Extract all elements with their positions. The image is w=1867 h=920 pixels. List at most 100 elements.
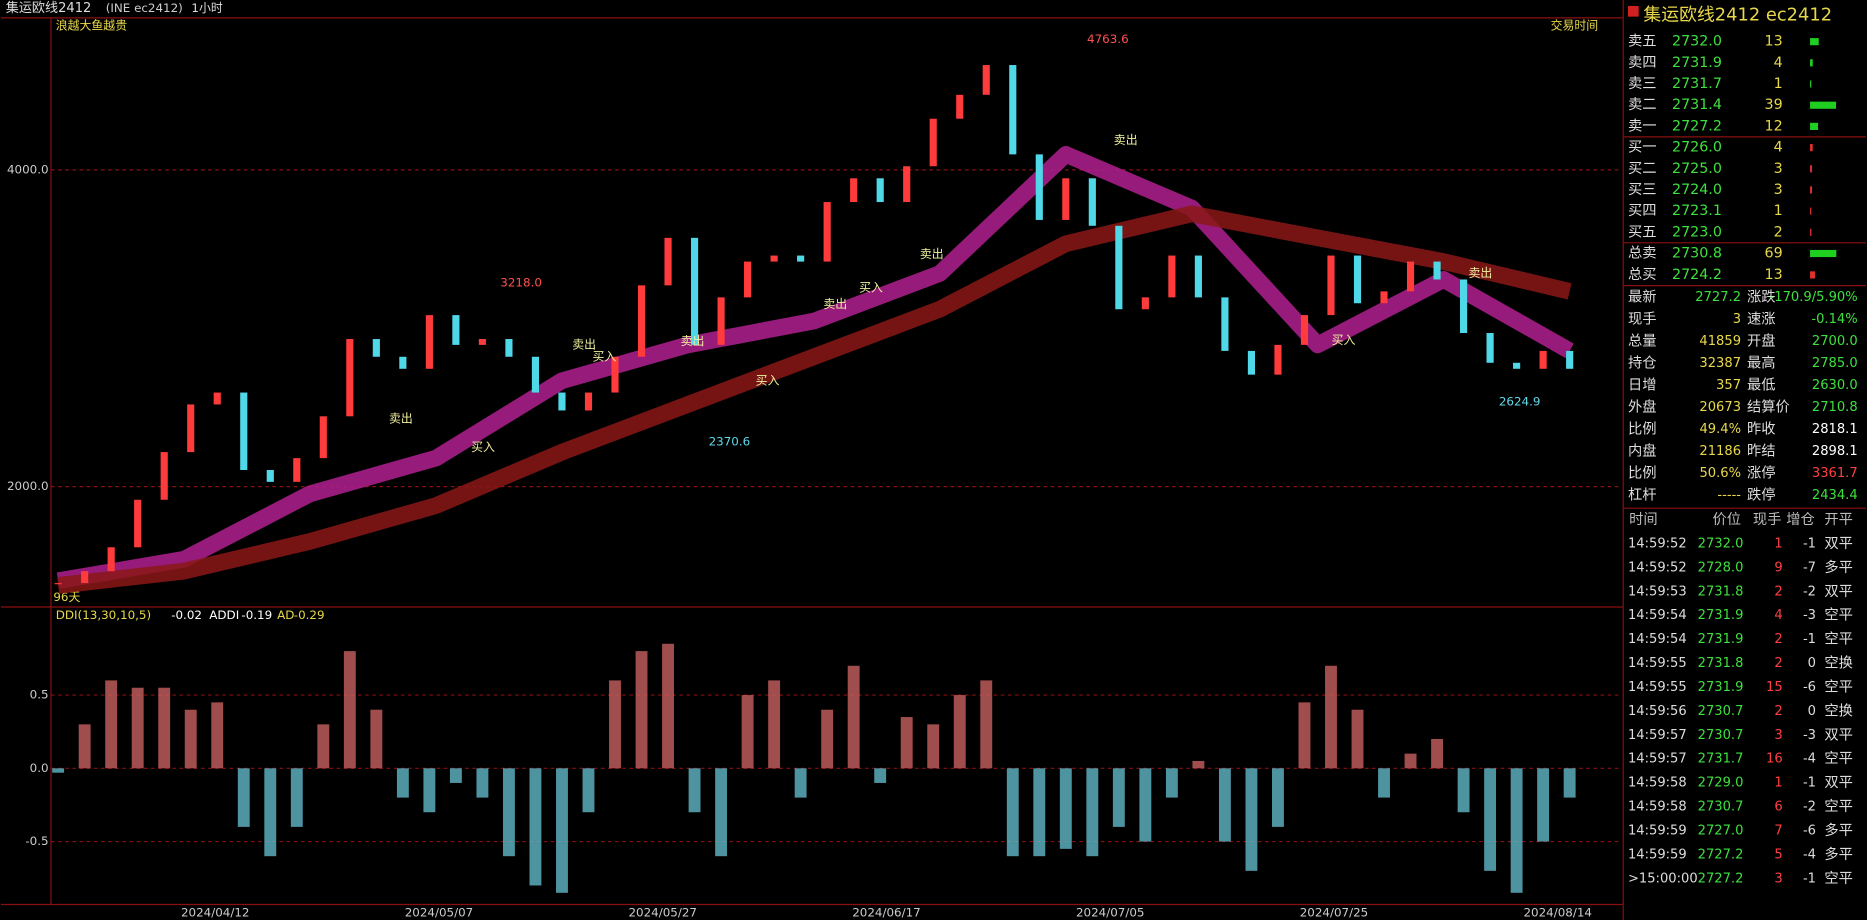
trade-volume: 2: [1774, 584, 1782, 599]
histogram-bar: [105, 680, 118, 769]
trade-oi-change: -3: [1803, 608, 1816, 623]
trade-oi-change: -6: [1803, 680, 1816, 695]
volume-bar: [1810, 59, 1813, 67]
trade-price: 2731.7: [1698, 752, 1744, 767]
histogram-bar: [1563, 768, 1576, 798]
trade-volume: 3: [1774, 728, 1782, 743]
candle: [850, 178, 858, 203]
book-label: 买二: [1628, 160, 1657, 177]
indicator-name[interactable]: 浪越大鱼越贵: [56, 19, 127, 33]
trade-volume: 2: [1774, 704, 1782, 719]
candle: [1513, 362, 1521, 369]
trade-price: 2731.8: [1698, 584, 1744, 599]
histogram-bar: [52, 768, 65, 773]
trade-type: 空平: [1824, 607, 1853, 624]
x-tick-label: 2024/07/25: [1300, 905, 1369, 919]
histogram-bar: [1245, 768, 1258, 871]
histogram-bar: [1112, 768, 1125, 827]
histogram-bar: [1378, 768, 1390, 798]
candle: [478, 339, 486, 345]
volume-bar: [1810, 144, 1813, 152]
trade-volume: 6: [1774, 800, 1782, 815]
book-label: 卖三: [1628, 75, 1657, 92]
candle: [293, 458, 301, 482]
extreme-label: 2624.9: [1499, 394, 1541, 408]
histogram-bar: [609, 680, 621, 769]
stat-label: 跌停: [1747, 487, 1776, 504]
book-label: 总买: [1628, 266, 1657, 283]
candle: [213, 392, 221, 405]
histogram-bar: [794, 768, 807, 798]
histogram-bar: [1086, 768, 1099, 857]
candle: [1486, 333, 1494, 363]
stat-label: 昨结: [1747, 443, 1776, 460]
candle: [372, 339, 380, 357]
trade-price: 2727.0: [1698, 823, 1744, 838]
histogram-bar: [131, 687, 144, 769]
trade-type: 空平: [1824, 798, 1853, 815]
candle: [1300, 315, 1309, 345]
histogram-bar: [1271, 768, 1284, 827]
trade-header: 时间: [1629, 511, 1658, 528]
candle: [134, 499, 142, 548]
toolbar-period[interactable]: 1小时: [191, 1, 222, 15]
trade-oi-change: -2: [1803, 800, 1816, 815]
histogram-bar: [900, 717, 913, 769]
candle: [876, 178, 884, 203]
trade-time: 14:59:56: [1628, 704, 1687, 719]
stat-label: 最新: [1628, 289, 1657, 306]
candle: [1194, 255, 1202, 298]
trade-header: 现手: [1753, 511, 1782, 528]
candle: [107, 547, 115, 572]
candle: [452, 315, 460, 345]
stat-value: -----: [1717, 488, 1741, 503]
toolbar-code: (INE ec2412): [106, 1, 183, 15]
trade-header: 增仓: [1786, 511, 1815, 528]
histogram-bar: [927, 724, 940, 769]
signal-label: 卖出: [920, 247, 944, 261]
histogram-bar: [741, 695, 754, 769]
stat-label: 涨停: [1747, 465, 1776, 482]
signal-label: 卖出: [681, 334, 705, 348]
book-price: 2727.2: [1672, 118, 1722, 134]
book-label: 总卖: [1628, 245, 1657, 262]
x-tick-label: 2024/08/14: [1523, 905, 1592, 919]
trade-time: >15:00:00: [1628, 871, 1698, 886]
stat-label: 比例: [1628, 465, 1657, 482]
trade-oi-change: -2: [1803, 584, 1816, 599]
trade-price: 2730.7: [1698, 800, 1744, 815]
candle: [611, 356, 619, 393]
trade-type: 空平: [1824, 870, 1853, 887]
book-volume: 12: [1765, 118, 1783, 134]
volume-bar: [1810, 165, 1813, 173]
trade-header: 价位: [1712, 511, 1741, 528]
candle: [982, 65, 990, 95]
stat-value: 49.4%: [1699, 422, 1741, 437]
candle: [1035, 154, 1043, 220]
book-price: 2725.0: [1672, 161, 1722, 177]
book-volume: 1: [1774, 203, 1783, 219]
candle: [240, 392, 248, 470]
histogram-bar: [1325, 665, 1337, 769]
candle: [1221, 297, 1229, 351]
histogram-bar: [662, 643, 674, 769]
candle: [399, 356, 407, 369]
candle: [717, 297, 725, 345]
candle: [584, 392, 593, 411]
toolbar-title[interactable]: 集运欧线2412: [6, 0, 92, 16]
y-tick-label: -0.5: [25, 834, 48, 848]
histogram-bar: [688, 768, 701, 813]
stat-value: 2818.1: [1812, 422, 1858, 437]
stat-value: 2727.2: [1695, 290, 1741, 305]
stat-label: 杠杆: [1628, 487, 1657, 504]
candle: [797, 255, 805, 262]
histogram-bar: [1006, 768, 1019, 857]
candle: [1247, 350, 1256, 375]
histogram-bar: [502, 768, 515, 857]
indicator-title[interactable]: DDI(13,30,10,5): [56, 608, 151, 622]
histogram-bar: [582, 768, 595, 813]
stat-label: 最低: [1747, 377, 1776, 394]
trade-time: 14:59:55: [1628, 656, 1687, 671]
book-label: 买三: [1628, 181, 1657, 198]
candle: [160, 452, 168, 500]
